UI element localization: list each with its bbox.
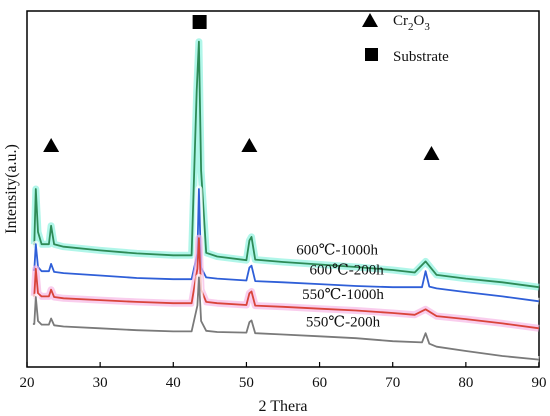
triangle-peak-marker-4 [423, 146, 440, 160]
plot-frame [26, 10, 540, 368]
series-layer [30, 38, 540, 364]
series-line-600-200h [32, 188, 540, 303]
series-label-550-1000h: 550℃-1000h [302, 287, 384, 303]
y-axis-title: Intensity(a.u.) [3, 144, 20, 234]
x-tick-label-70: 70 [385, 375, 400, 391]
x-axis-title: 2 Thera [258, 398, 307, 415]
legend-cr2o3-label: Cr2O3 [393, 13, 430, 33]
triangle-peak-marker-3 [241, 138, 258, 152]
legend-triangle-marker [362, 13, 378, 27]
x-tick-label-80: 80 [458, 375, 473, 391]
series-label-600-200h: 600℃-200h [309, 263, 384, 279]
x-tick-label-40: 40 [166, 375, 181, 391]
legend-substrate-label: Substrate [393, 49, 449, 65]
x-tick-label-50: 50 [239, 375, 254, 391]
legend: Cr2O3 Substrate [362, 13, 449, 65]
series-line-550-1000h [32, 237, 540, 330]
series-line-550-200h [32, 276, 540, 361]
marker-layer [43, 15, 440, 160]
series-glow-600-200h [30, 185, 540, 305]
series-line-600-1000h [32, 40, 540, 289]
x-tick-label-60: 60 [312, 375, 327, 391]
x-axis-ticks: 20 30 40 50 60 70 80 90 [20, 362, 547, 391]
series-label-600-1000h: 600℃-1000h [296, 243, 378, 259]
legend-square-marker [365, 48, 378, 61]
series-label-550-200h: 550℃-200h [306, 314, 381, 330]
x-tick-label-30: 30 [93, 375, 108, 391]
square-peak-marker-2 [192, 15, 207, 29]
series-label-layer: 600℃-1000h 600℃-200h 550℃-1000h 550℃-200h [296, 243, 384, 331]
x-tick-label-90: 90 [532, 375, 547, 391]
triangle-peak-marker-1 [43, 138, 60, 152]
x-tick-label-20: 20 [20, 375, 35, 391]
